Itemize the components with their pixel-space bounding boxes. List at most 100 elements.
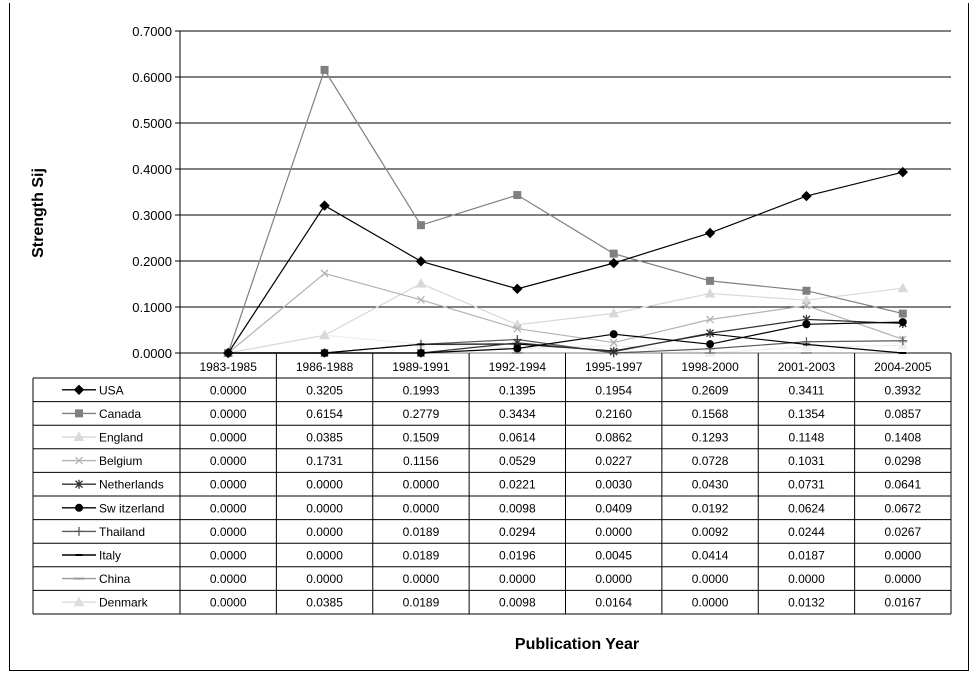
table-cell: 0.0000 [210, 454, 247, 468]
series-line [227, 68, 903, 354]
point-marker [75, 503, 83, 512]
table-cell: 0.0164 [595, 596, 632, 610]
table-cell: 0.0414 [692, 549, 729, 563]
legend-key [62, 596, 96, 607]
table-cell: 0.0000 [403, 572, 440, 586]
table-cell: 0.1954 [595, 383, 632, 397]
point-marker [802, 286, 811, 295]
point-marker [898, 309, 907, 318]
legend-key [62, 431, 96, 441]
y-tick-label: 0.0000 [132, 346, 172, 361]
table-cell: 0.1031 [788, 454, 825, 468]
series-line [228, 282, 903, 354]
table-cell: 0.3411 [789, 383, 825, 397]
legend-label: Belgium [99, 454, 142, 468]
legend-label: Netherlands [99, 478, 164, 492]
point-marker [802, 320, 811, 329]
x-tick-label: 1995-1997 [585, 360, 643, 374]
table-cell: 0.0030 [595, 478, 632, 492]
point-marker [706, 328, 715, 338]
table-cell: 0.0000 [595, 572, 632, 586]
table-cell: 0.0000 [884, 549, 921, 563]
point-marker [319, 200, 330, 211]
table-cell: 0.2160 [595, 407, 632, 421]
table-cell: 0.0624 [788, 501, 825, 515]
x-tick-label: 1992-1994 [489, 360, 547, 374]
table-cell: 0.0000 [403, 501, 440, 515]
table-cell: 0.0000 [595, 525, 632, 539]
table-cell: 0.0192 [692, 501, 729, 515]
point-marker [513, 324, 522, 333]
table-cell: 0.0196 [499, 549, 536, 563]
chart-frame [9, 3, 969, 671]
table-cell: 0.0000 [306, 549, 343, 563]
table-cell: 0.1568 [692, 407, 729, 421]
table-cell: 0.0000 [210, 596, 247, 610]
table-cell: 0.0000 [210, 501, 247, 515]
y-tick-label: 0.5000 [132, 116, 172, 131]
point-marker [897, 282, 909, 293]
table-cell: 0.0045 [595, 549, 632, 563]
table-cell: 0.0267 [884, 525, 921, 539]
x-tick-label: 2004-2005 [874, 360, 932, 374]
point-marker [319, 329, 330, 340]
table-cell: 0.0000 [210, 407, 247, 421]
table-cell: 0.3434 [499, 407, 536, 421]
table-cell: 0.1395 [499, 383, 536, 397]
y-tick-label: 0.3000 [132, 208, 172, 223]
table-cell: 0.0000 [210, 478, 247, 492]
x-tick-label: 1998-2000 [681, 360, 739, 374]
point-marker [320, 65, 329, 74]
point-marker [75, 456, 83, 465]
table-cell: 0.2609 [692, 383, 729, 397]
table-cell: 0.0000 [403, 478, 440, 492]
point-marker [706, 276, 715, 285]
table-cell: 0.6154 [306, 407, 343, 421]
table-cell: 0.1731 [306, 454, 343, 468]
legend-key [62, 409, 96, 418]
table-cell: 0.0227 [595, 454, 632, 468]
table-cell: 0.0857 [884, 407, 921, 421]
table-cell: 0.1408 [884, 431, 921, 445]
point-marker [801, 341, 812, 351]
point-marker [73, 384, 85, 396]
table-cell: 0.1354 [788, 407, 825, 421]
point-marker [706, 315, 715, 324]
table-cell: 0.0244 [788, 525, 825, 539]
table-cell: 0.0167 [884, 596, 921, 610]
point-marker [416, 295, 425, 304]
table-cell: 0.3932 [884, 383, 921, 397]
table-cell: 0.0189 [403, 596, 440, 610]
legend-label: England [99, 431, 143, 445]
series-line [227, 171, 903, 354]
point-marker [704, 227, 716, 239]
x-tick-label: 1989-1991 [392, 360, 450, 374]
table-cell: 0.0132 [788, 596, 825, 610]
y-tick-label: 0.6000 [132, 70, 172, 85]
series-canada [224, 65, 907, 357]
point-marker [75, 479, 83, 489]
point-marker [608, 307, 620, 318]
table-cell: 0.0409 [595, 501, 632, 515]
table-cell: 0.0000 [210, 431, 247, 445]
table-cell: 0.0862 [595, 431, 632, 445]
table-cell: 0.0098 [499, 596, 536, 610]
legend-key [62, 479, 96, 489]
point-marker [74, 526, 84, 536]
table-cell: 0.0000 [210, 383, 247, 397]
point-marker [415, 278, 427, 288]
series-usa [222, 166, 909, 359]
point-marker [73, 596, 85, 607]
table-cell: 0.0098 [499, 501, 536, 515]
y-axis-label: Strength Sij [30, 168, 47, 258]
legend-label: Canada [99, 407, 141, 421]
series-lines [222, 65, 909, 359]
point-marker [609, 330, 618, 339]
x-tick-label: 2001-2003 [778, 360, 836, 374]
table-cell: 0.0187 [788, 549, 825, 563]
point-marker [898, 318, 907, 327]
legend-key [62, 503, 96, 512]
table-cell: 0.0000 [306, 525, 343, 539]
table-cell: 0.0000 [306, 478, 343, 492]
point-marker [802, 301, 811, 310]
